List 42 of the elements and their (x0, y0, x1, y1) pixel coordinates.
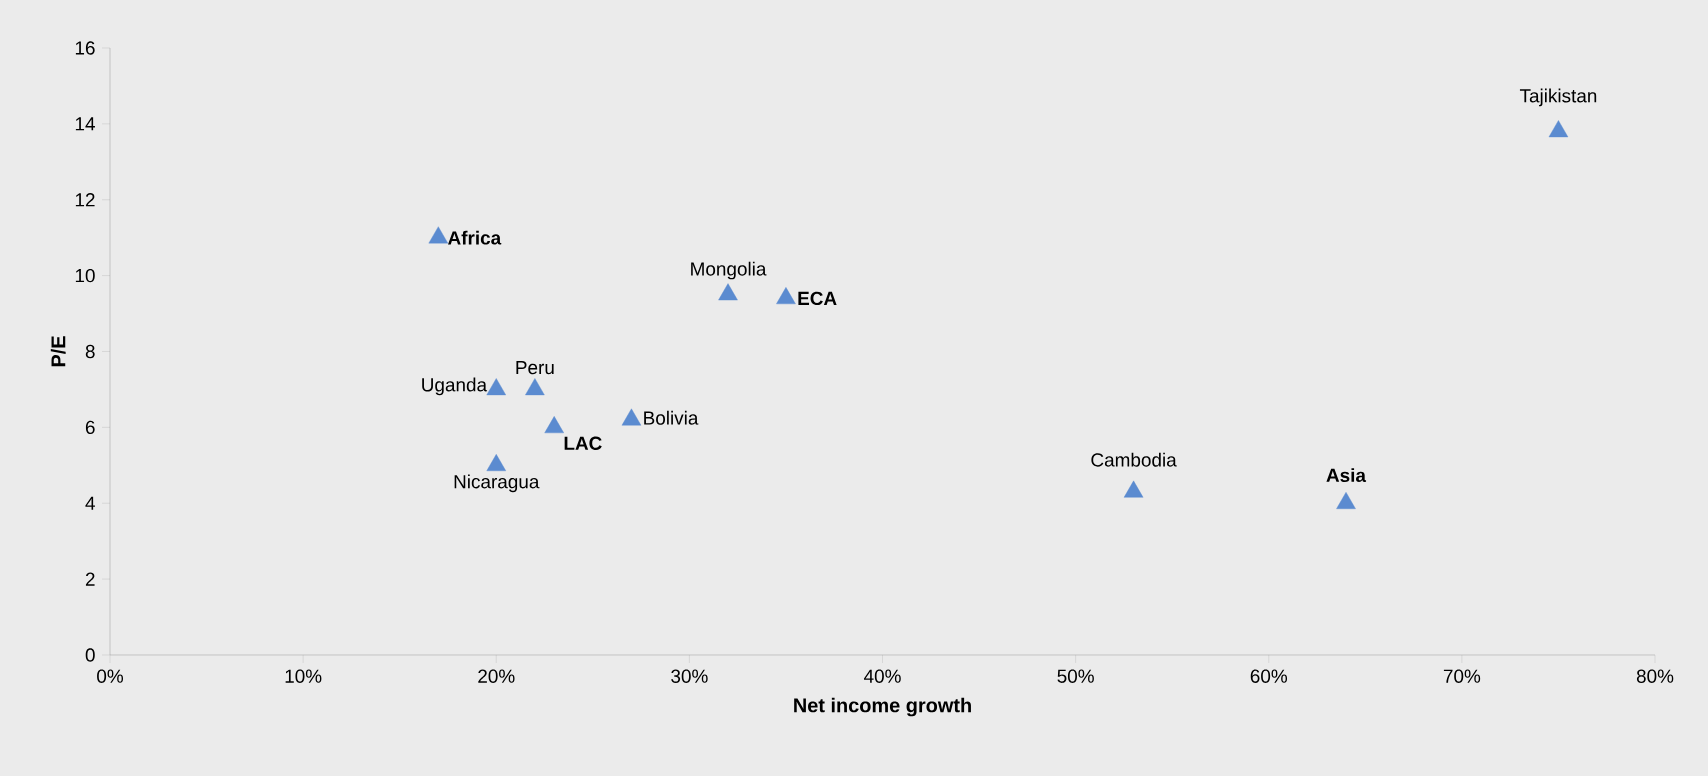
y-tick-label: 12 (75, 193, 95, 207)
y-tick-label: 6 (85, 420, 95, 435)
annotation: Asia (1326, 468, 1367, 483)
y-tick-label: 4 (85, 496, 95, 510)
point (544, 416, 564, 434)
point (621, 408, 642, 426)
x-tick-label: 30% (671, 669, 708, 683)
point (718, 283, 738, 301)
point (776, 287, 796, 305)
annotation: Mongolia (691, 261, 767, 280)
point (1123, 480, 1144, 498)
point (525, 378, 545, 396)
point (486, 378, 506, 396)
annotation: Bolivia (644, 410, 699, 425)
annotation: Tajikistan (1519, 88, 1597, 107)
point (486, 454, 506, 471)
y-tick-label: 10 (75, 268, 95, 283)
x-tick-label: 20% (478, 669, 515, 683)
x-tick-label: 10% (285, 669, 322, 683)
x-tick-label: 0% (97, 669, 124, 683)
x-tick-label: 50% (1057, 669, 1094, 683)
y-tick-label: 2 (85, 572, 95, 586)
y-tick-label: 8 (85, 344, 95, 359)
point (428, 226, 449, 244)
annotation: Peru (516, 361, 554, 375)
x-tick-label: 80% (1636, 669, 1674, 683)
annotation: ECA (798, 291, 837, 306)
point (1548, 120, 1569, 138)
annotation: Nicaragua (454, 474, 540, 493)
y-tick-label: 16 (75, 41, 95, 55)
x-tick-label: 70% (1443, 669, 1481, 683)
x-tick-label: 40% (864, 669, 901, 683)
point (1336, 492, 1356, 509)
annotation: LAC (564, 436, 602, 450)
annotation: Uganda (422, 377, 488, 396)
y-axis-title: P/E (50, 336, 66, 367)
y-tick-label: 14 (75, 117, 95, 131)
y-tick-label: 0 (85, 648, 95, 662)
x-axis-title: Net income growth (794, 697, 971, 717)
annotation: Africa (447, 230, 502, 245)
x-tick-label: 60% (1250, 669, 1288, 683)
annotation: Cambodia (1091, 452, 1177, 467)
